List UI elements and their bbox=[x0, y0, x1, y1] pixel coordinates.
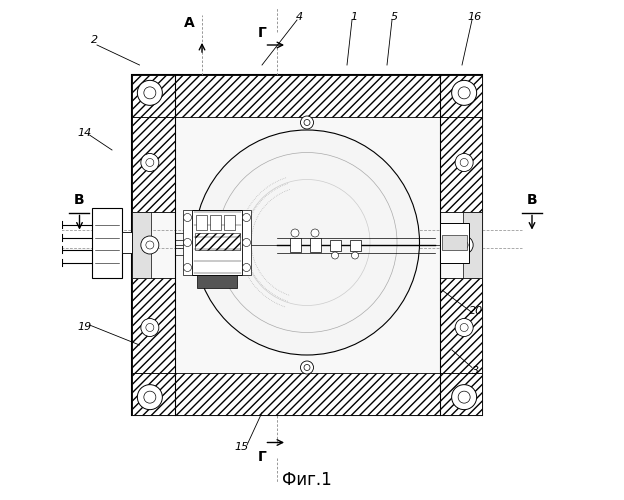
Text: Г: Г bbox=[258, 450, 266, 464]
Circle shape bbox=[183, 238, 192, 246]
Text: 4: 4 bbox=[296, 12, 303, 22]
Bar bbox=[290, 238, 301, 252]
Text: А: А bbox=[184, 16, 195, 30]
Text: 20: 20 bbox=[469, 306, 483, 316]
Bar bbox=[439, 278, 482, 372]
Circle shape bbox=[460, 158, 468, 166]
Circle shape bbox=[243, 238, 250, 246]
Bar bbox=[224, 215, 235, 230]
Bar bbox=[132, 278, 175, 372]
Bar bbox=[442, 235, 467, 250]
Circle shape bbox=[301, 116, 313, 129]
Bar bbox=[92, 208, 122, 278]
Circle shape bbox=[146, 158, 154, 166]
Bar bbox=[195, 232, 240, 250]
Circle shape bbox=[455, 236, 473, 254]
Bar bbox=[183, 210, 192, 275]
Text: 2: 2 bbox=[91, 35, 98, 45]
Bar bbox=[329, 240, 341, 250]
Text: Г: Г bbox=[258, 26, 266, 40]
Circle shape bbox=[455, 318, 473, 336]
Bar bbox=[132, 118, 175, 212]
Circle shape bbox=[243, 214, 250, 222]
Circle shape bbox=[460, 324, 468, 332]
Bar bbox=[439, 118, 482, 212]
Text: 5: 5 bbox=[391, 12, 398, 22]
Circle shape bbox=[243, 264, 250, 272]
Circle shape bbox=[301, 361, 313, 374]
Circle shape bbox=[460, 241, 468, 249]
Circle shape bbox=[304, 120, 310, 126]
Bar bbox=[192, 210, 242, 275]
Circle shape bbox=[137, 384, 162, 409]
Circle shape bbox=[452, 80, 477, 106]
Text: 15: 15 bbox=[235, 442, 249, 452]
Circle shape bbox=[141, 236, 159, 254]
Circle shape bbox=[144, 87, 156, 99]
Bar bbox=[132, 212, 151, 278]
Circle shape bbox=[137, 80, 162, 106]
Circle shape bbox=[458, 87, 470, 99]
Text: Фиг.1: Фиг.1 bbox=[282, 471, 332, 489]
Circle shape bbox=[141, 318, 159, 336]
Bar bbox=[310, 238, 321, 252]
Circle shape bbox=[195, 130, 419, 355]
Bar bbox=[132, 372, 482, 415]
Text: 19: 19 bbox=[77, 322, 92, 332]
Circle shape bbox=[452, 384, 477, 409]
Text: В: В bbox=[527, 194, 537, 207]
Bar bbox=[197, 275, 237, 287]
Circle shape bbox=[304, 364, 310, 370]
Circle shape bbox=[144, 391, 156, 403]
Bar bbox=[132, 75, 482, 118]
Circle shape bbox=[291, 229, 299, 237]
Bar bbox=[122, 232, 132, 252]
Circle shape bbox=[146, 241, 154, 249]
Circle shape bbox=[141, 154, 159, 172]
Bar bbox=[463, 212, 482, 278]
Bar bbox=[132, 75, 482, 415]
Text: В: В bbox=[74, 194, 85, 207]
Text: 16: 16 bbox=[467, 12, 482, 22]
Bar bbox=[439, 222, 469, 262]
Bar bbox=[196, 215, 207, 230]
Circle shape bbox=[455, 154, 473, 172]
Circle shape bbox=[183, 264, 192, 272]
Bar bbox=[242, 210, 251, 275]
Circle shape bbox=[351, 252, 359, 259]
Circle shape bbox=[331, 252, 338, 259]
Circle shape bbox=[311, 229, 319, 237]
Text: 14: 14 bbox=[77, 128, 92, 138]
Text: 1: 1 bbox=[351, 12, 358, 22]
Circle shape bbox=[458, 391, 470, 403]
Bar bbox=[210, 215, 221, 230]
Bar bbox=[349, 240, 361, 250]
Circle shape bbox=[146, 324, 154, 332]
Circle shape bbox=[183, 214, 192, 222]
Text: 3: 3 bbox=[472, 366, 480, 376]
